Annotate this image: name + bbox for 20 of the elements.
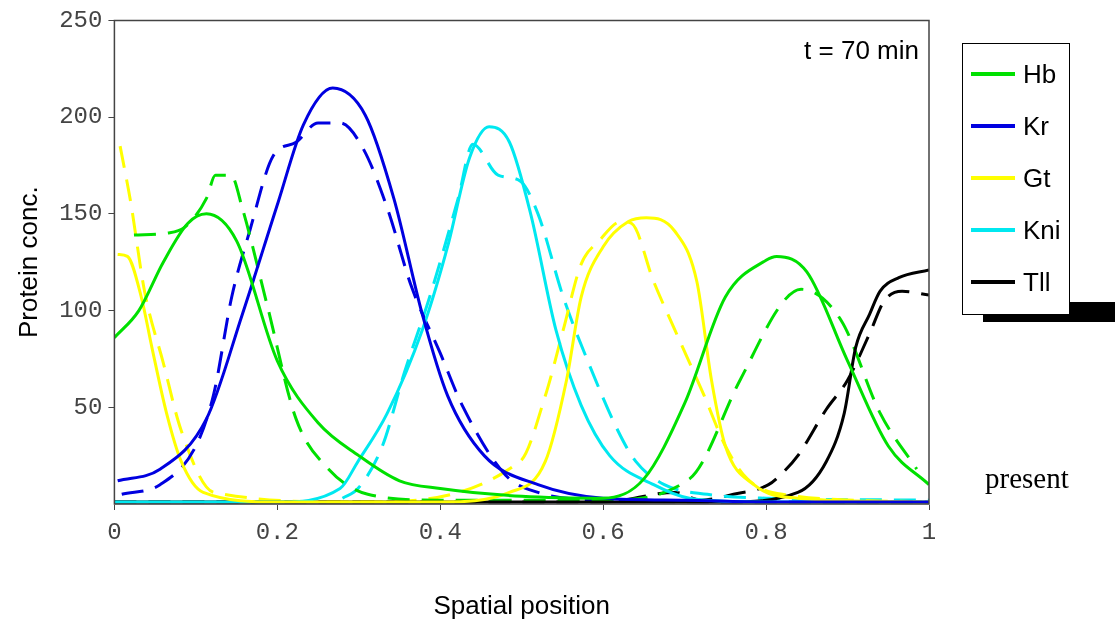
x-axis-title: Spatial position [433,589,610,620]
legend-label: Kni [1023,214,1061,246]
y-tick-label: 250 [59,6,103,34]
legend-label: Hb [1023,58,1057,90]
x-tick-label: 0.2 [255,518,299,546]
text: present [985,462,1069,495]
y-tick-label: 150 [59,200,103,228]
annotation: t = 70 min [804,34,919,65]
y-tick-label: 50 [73,393,103,421]
x-tick-label: 0.4 [418,518,462,546]
y-tick-label: 100 [59,296,103,324]
legend-label: Kr [1023,110,1049,142]
x-tick-label: 0.6 [581,518,625,546]
legend-label: Tll [1023,266,1051,298]
y-axis-title: Protein conc. [12,186,43,339]
legend-label: Gt [1023,162,1051,194]
y-tick-label: 200 [59,103,103,131]
x-tick-label: 1 [921,518,937,546]
x-tick-label: 0 [107,518,122,546]
x-tick-label: 0.8 [744,518,788,546]
